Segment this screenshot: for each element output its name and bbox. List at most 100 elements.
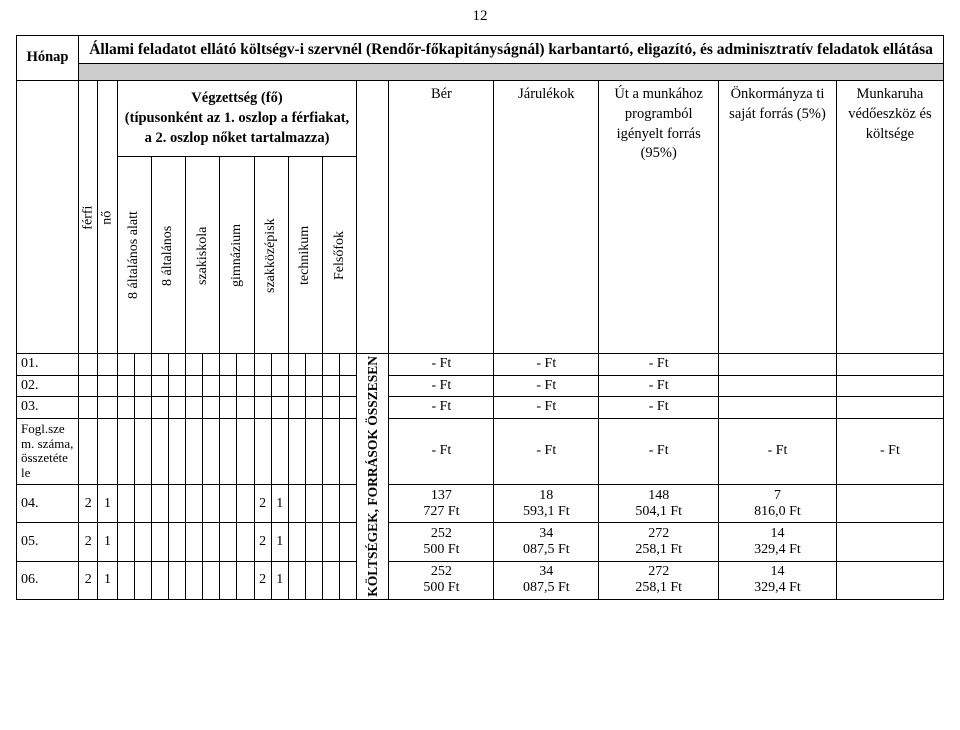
cell (79, 354, 98, 376)
cell-jar: - Ft (494, 418, 599, 484)
cell (237, 561, 254, 599)
header-row-1: Hónap Állami feladatot ellátó költségv-i… (17, 36, 944, 64)
cell (305, 561, 322, 599)
col-ferfi: férfi (79, 81, 98, 354)
edu-technikum: technikum (288, 157, 322, 354)
row-label: 06. (17, 561, 79, 599)
edu-alatt: 8 általános alatt (117, 157, 151, 354)
cell (305, 354, 322, 376)
cell (186, 523, 203, 561)
table-row: 02. - Ft - Ft - Ft (17, 375, 944, 397)
cell-onk: - Ft (719, 418, 837, 484)
col-jarulek: Járulékok (494, 81, 599, 354)
cell-ber: - Ft (389, 397, 494, 419)
cell (151, 561, 168, 599)
cell-ber: - Ft (389, 375, 494, 397)
table-row: Fogl.sze m. száma, összetéte le - Ft - F… (17, 418, 944, 484)
cell (288, 485, 305, 523)
row-label: Fogl.sze m. száma, összetéte le (17, 418, 79, 484)
col-no: nő (98, 81, 117, 354)
cell (151, 485, 168, 523)
cell-onk (719, 375, 837, 397)
cell-no: 1 (98, 561, 117, 599)
cell-ber: 252500 Ft (389, 523, 494, 561)
cell: 1 (271, 485, 288, 523)
cell (168, 523, 185, 561)
cell (151, 523, 168, 561)
cell-jar: 34087,5 Ft (494, 523, 599, 561)
cell-mr (836, 375, 943, 397)
cell: 2 (254, 561, 271, 599)
cell-ut: 148504,1 Ft (599, 485, 719, 523)
cell (237, 354, 254, 376)
cell (134, 523, 151, 561)
cell (220, 354, 237, 376)
cell-mr: - Ft (836, 418, 943, 484)
cell (323, 523, 340, 561)
cell (186, 354, 203, 376)
cell (271, 354, 288, 376)
page-number: 12 (16, 8, 944, 25)
cell-onk: 7816,0 Ft (719, 485, 837, 523)
cell (340, 561, 357, 599)
cell (168, 561, 185, 599)
cell (134, 561, 151, 599)
cell-mr (836, 523, 943, 561)
cell (98, 354, 117, 376)
cell (134, 354, 151, 376)
header-gray-row (17, 64, 944, 81)
row-label: 03. (17, 397, 79, 419)
col-munkaruha: Munkaruha védőeszköz és költsége (836, 81, 943, 354)
cell-ut: - Ft (599, 418, 719, 484)
cell (288, 354, 305, 376)
cell-jar: 18593,1 Ft (494, 485, 599, 523)
cell (323, 485, 340, 523)
cell (254, 354, 271, 376)
edu-szakkozepisk: szakközépisk (254, 157, 288, 354)
cell (220, 561, 237, 599)
blank-month-sub (17, 81, 79, 354)
cell: 1 (271, 523, 288, 561)
cell (186, 561, 203, 599)
cell-ut: 272258,1 Ft (599, 561, 719, 599)
cell (117, 354, 134, 376)
cell (288, 523, 305, 561)
cell (117, 523, 134, 561)
cell-ferfi: 2 (79, 523, 98, 561)
cell-ut: 272258,1 Ft (599, 523, 719, 561)
cell-ferfi: 2 (79, 561, 98, 599)
cell-jar: - Ft (494, 397, 599, 419)
cell-jar: - Ft (494, 375, 599, 397)
cell-ut: - Ft (599, 397, 719, 419)
row-label: 05. (17, 523, 79, 561)
cell-mr (836, 561, 943, 599)
cell-onk: 14329,4 Ft (719, 523, 837, 561)
cell-onk (719, 354, 837, 376)
cell (134, 485, 151, 523)
row-label: 04. (17, 485, 79, 523)
cell (117, 485, 134, 523)
cell-ut: - Ft (599, 354, 719, 376)
table-row: 01. KÖLTSÉGEK, FORRÁSOK ÖSSZESEN - Ft - … (17, 354, 944, 376)
row-label: 02. (17, 375, 79, 397)
cell (305, 485, 322, 523)
cell-mr (836, 354, 943, 376)
cell (340, 354, 357, 376)
cell-ber: 137727 Ft (389, 485, 494, 523)
vertical-total-label: KÖLTSÉGEK, FORRÁSOK ÖSSZESEN (357, 354, 389, 600)
table-row: 03. - Ft - Ft - Ft (17, 397, 944, 419)
col-header-month: Hónap (17, 36, 79, 81)
cell-ber: 252500 Ft (389, 561, 494, 599)
main-table: Hónap Állami feladatot ellátó költségv-i… (16, 35, 944, 600)
table-title: Állami feladatot ellátó költségv-i szerv… (79, 36, 944, 64)
cell: 1 (271, 561, 288, 599)
cell (203, 561, 220, 599)
cell (288, 561, 305, 599)
cell: 2 (254, 523, 271, 561)
page: 12 Hónap Állami feladatot ellátó költség… (0, 0, 960, 730)
cell (168, 485, 185, 523)
table-row: 04. 2 1 2 1 137727 Ft 18593,1 Ft 148504,… (17, 485, 944, 523)
cell (186, 485, 203, 523)
col-onk: Önkormányza ti saját forrás (5%) (719, 81, 837, 354)
cell (203, 485, 220, 523)
